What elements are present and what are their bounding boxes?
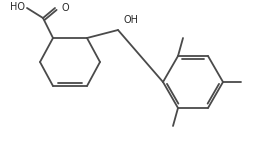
Text: O: O xyxy=(61,3,69,13)
Text: OH: OH xyxy=(124,15,139,25)
Text: HO: HO xyxy=(10,2,25,12)
